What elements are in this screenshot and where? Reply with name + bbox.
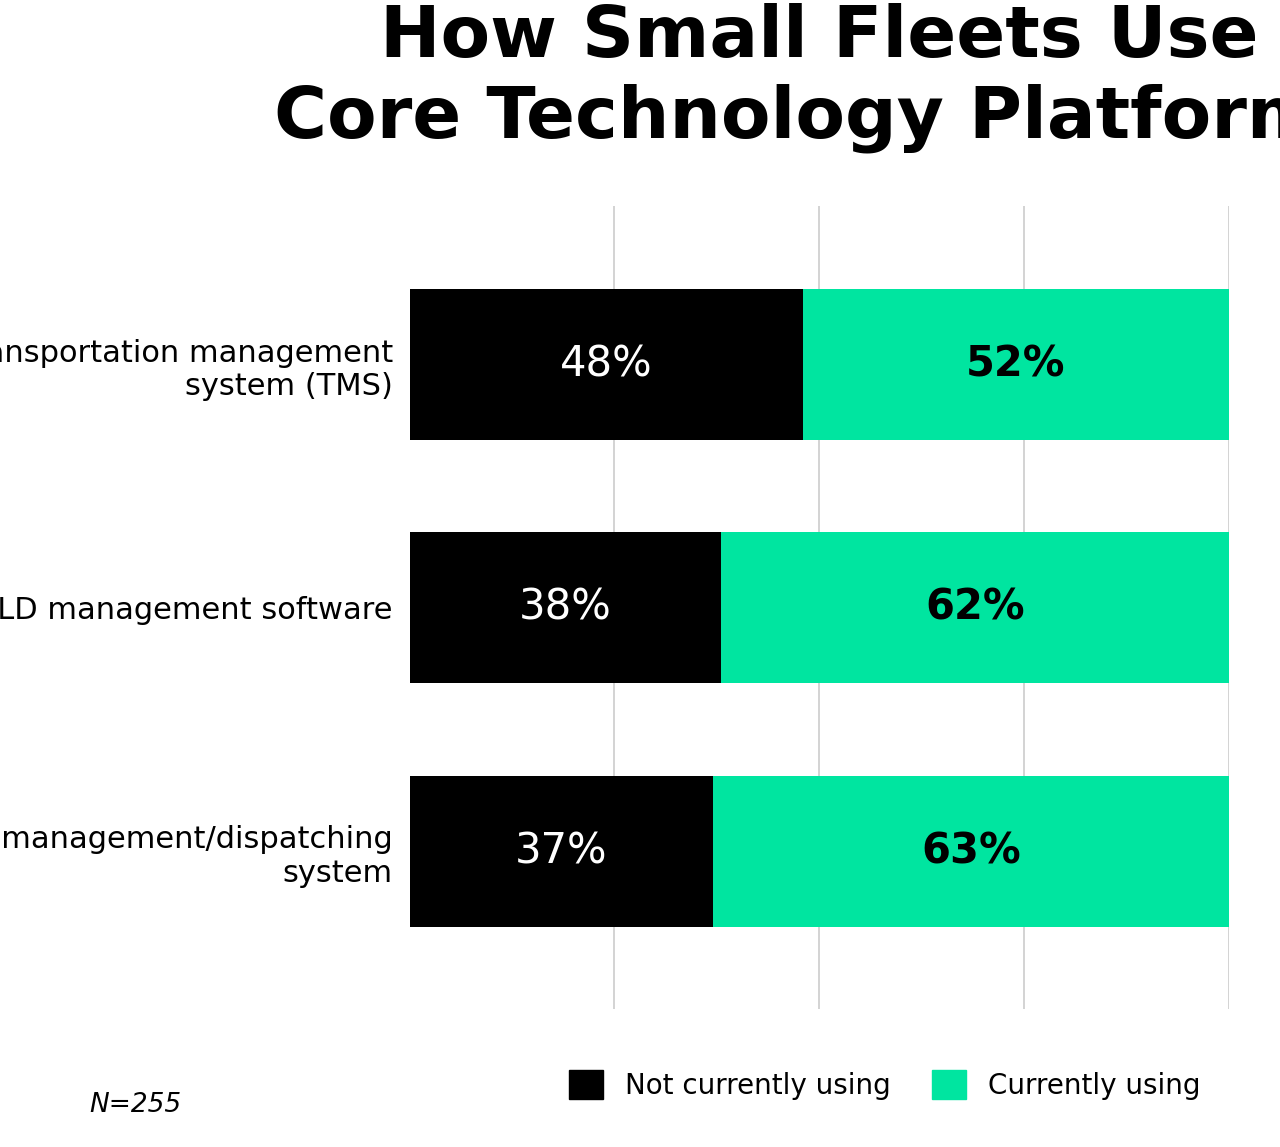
Text: 63%: 63% [920, 830, 1020, 872]
Text: 62%: 62% [925, 587, 1025, 629]
Bar [803, 289, 1229, 440]
Text: 52%: 52% [966, 344, 1065, 385]
Text: 37%: 37% [515, 830, 608, 872]
Bar [410, 289, 803, 440]
Text: N=255: N=255 [90, 1092, 182, 1118]
Legend: Not currently using, Currently using: Not currently using, Currently using [570, 1070, 1201, 1100]
Bar [410, 775, 713, 927]
Title: How Small Fleets Use
Core Technology Platforms: How Small Fleets Use Core Technology Pla… [274, 3, 1280, 153]
Text: 48%: 48% [559, 344, 653, 385]
Text: 38%: 38% [518, 587, 612, 629]
Bar [721, 532, 1229, 684]
Bar [410, 532, 721, 684]
Bar [713, 775, 1229, 927]
